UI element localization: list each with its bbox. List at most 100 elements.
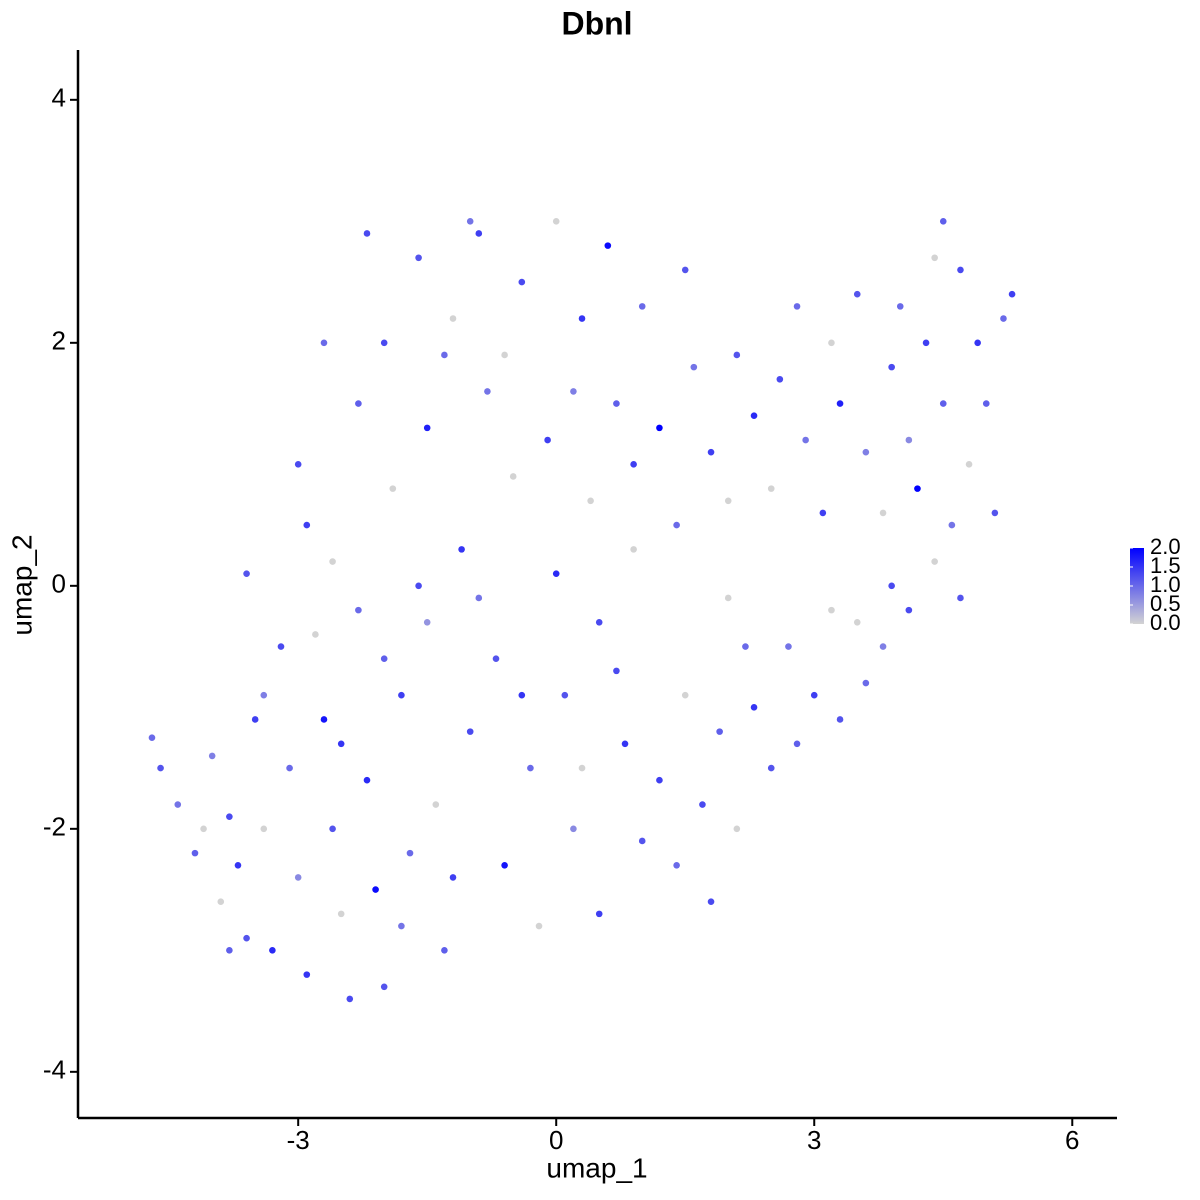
point <box>527 764 534 772</box>
point <box>286 764 293 772</box>
point <box>501 351 508 359</box>
point <box>217 898 225 906</box>
x-axis-label: umap_1 <box>546 1152 647 1183</box>
point <box>269 947 276 954</box>
point <box>157 764 164 772</box>
point <box>312 631 319 638</box>
x-tick-label: 3 <box>807 1125 821 1155</box>
point <box>294 874 302 881</box>
colorbar-tick-label: 0.0 <box>1150 610 1181 635</box>
point <box>320 339 328 347</box>
point <box>862 679 870 687</box>
point <box>707 898 715 906</box>
point <box>406 849 414 857</box>
point <box>329 825 336 833</box>
point <box>914 485 921 492</box>
point <box>174 801 182 808</box>
point <box>785 643 792 650</box>
point <box>243 934 250 942</box>
point <box>208 752 216 760</box>
point <box>931 558 938 565</box>
colorbar <box>1130 548 1144 624</box>
point <box>466 728 474 735</box>
point <box>621 740 629 748</box>
point <box>432 801 440 808</box>
point <box>449 315 457 322</box>
point <box>656 424 663 432</box>
point <box>905 436 913 444</box>
point <box>742 643 749 650</box>
point <box>148 734 156 741</box>
point <box>363 230 371 237</box>
point <box>965 461 973 468</box>
point <box>337 740 345 748</box>
point <box>578 764 586 772</box>
point <box>243 570 250 577</box>
point <box>587 497 594 505</box>
point <box>905 606 913 614</box>
colorbar-tick-label: 1.0 <box>1150 572 1181 597</box>
point <box>346 995 354 1003</box>
point <box>380 655 388 663</box>
point <box>939 218 947 225</box>
y-tick-label: 2 <box>52 326 66 356</box>
point <box>475 594 483 602</box>
point <box>363 776 371 784</box>
point <box>380 339 388 347</box>
y-tick-label: -2 <box>43 812 66 842</box>
point <box>260 825 268 833</box>
colorbar-tick-label: 0.5 <box>1150 591 1181 616</box>
point <box>767 485 775 492</box>
point <box>673 861 680 869</box>
point <box>337 910 345 918</box>
point <box>380 983 388 991</box>
point <box>613 400 620 407</box>
point <box>518 278 526 286</box>
point <box>415 582 422 590</box>
point <box>441 947 448 954</box>
point <box>320 716 328 723</box>
point <box>982 400 990 407</box>
point <box>552 218 560 225</box>
point <box>449 874 457 881</box>
point <box>836 400 844 407</box>
point <box>630 546 637 553</box>
point <box>398 691 405 699</box>
point <box>896 303 904 310</box>
point <box>948 521 956 529</box>
point <box>724 594 732 602</box>
point <box>630 461 637 468</box>
point <box>518 691 526 699</box>
point <box>681 266 689 274</box>
point <box>372 886 379 893</box>
point <box>423 424 431 432</box>
point <box>888 363 895 371</box>
point <box>733 351 741 359</box>
point <box>329 558 336 565</box>
point <box>776 375 784 383</box>
point <box>303 971 311 978</box>
point <box>260 691 268 699</box>
point <box>544 436 551 444</box>
point <box>475 230 483 237</box>
y-tick-label: -4 <box>43 1055 66 1085</box>
point <box>879 509 887 517</box>
point <box>957 266 964 274</box>
point <box>303 521 311 529</box>
point <box>251 716 259 723</box>
chart-title: Dbnl <box>561 5 632 41</box>
point <box>226 947 233 954</box>
point <box>552 570 560 577</box>
y-axis-label: umap_2 <box>6 534 37 635</box>
point <box>613 667 620 675</box>
point <box>423 618 431 626</box>
point <box>604 242 612 249</box>
point <box>415 254 422 262</box>
point <box>767 764 775 772</box>
point <box>810 691 818 699</box>
point <box>355 400 362 407</box>
point <box>690 363 698 371</box>
point <box>561 691 569 699</box>
point <box>957 594 964 602</box>
